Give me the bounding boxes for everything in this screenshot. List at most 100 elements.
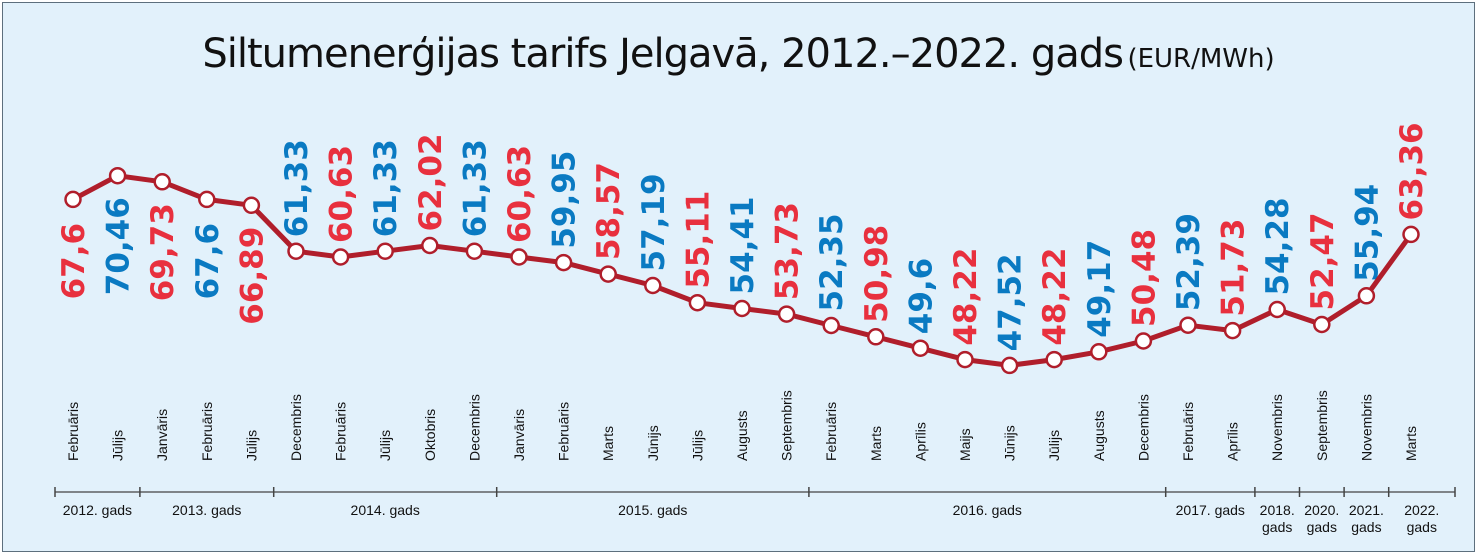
x-tick-label: Janvāris	[511, 409, 527, 461]
data-label: 61,33	[457, 139, 493, 237]
x-tick-label: Decembris	[466, 394, 482, 461]
data-point	[465, 242, 484, 260]
data-point	[1134, 332, 1153, 350]
data-label: 50,48	[1126, 229, 1162, 327]
x-tick-label: Marts	[868, 426, 884, 461]
chart-title-text: Siltumenerģijas tarifs Jelgavā, 2012.–20…	[202, 31, 1124, 77]
data-point	[376, 242, 394, 260]
x-tick-label: Decembris	[288, 394, 304, 461]
data-point	[108, 166, 127, 185]
year-label: gads	[1351, 519, 1381, 535]
x-tick-label: Aprīlis	[1225, 422, 1241, 461]
x-tick-label: Jūlijs	[377, 430, 393, 461]
data-point	[644, 276, 662, 295]
data-point	[599, 265, 617, 283]
data-label: 48,22	[948, 248, 984, 346]
data-point	[554, 253, 573, 272]
data-label: 60,63	[324, 145, 360, 243]
x-tick-label: Februāris	[199, 402, 215, 461]
data-point	[1268, 300, 1286, 319]
x-tick-label: Februāris	[65, 402, 81, 461]
x-tick-label: Oktobris	[422, 409, 438, 461]
data-point	[1090, 343, 1108, 361]
data-label: 70,46	[101, 197, 137, 295]
data-point	[911, 339, 930, 357]
data-label: 52,35	[814, 213, 850, 311]
x-tick-label: Decembris	[1135, 394, 1151, 461]
x-tick-label: Jūlijs	[689, 430, 705, 461]
data-point	[1000, 356, 1019, 375]
x-tick-label: Februāris	[1180, 402, 1196, 461]
data-label: 63,36	[1394, 122, 1430, 220]
data-point	[1045, 350, 1063, 369]
x-tick-label: Februāris	[333, 402, 349, 461]
data-point	[153, 173, 171, 191]
data-label: 53,73	[770, 202, 806, 300]
x-tick-label: Februāris	[556, 402, 572, 461]
data-point	[1223, 321, 1242, 340]
data-label: 52,47	[1305, 212, 1341, 310]
year-label: 2022.	[1404, 502, 1439, 518]
data-label: 59,95	[547, 151, 583, 249]
data-point	[688, 293, 707, 312]
data-point	[1179, 316, 1197, 334]
x-tick-label: Marts	[1403, 426, 1419, 461]
data-label: 47,52	[993, 253, 1029, 351]
year-label: 2012. gads	[63, 502, 132, 518]
year-label: 2017. gads	[1176, 502, 1245, 518]
year-label: 2021.	[1349, 502, 1384, 518]
x-tick-label: Septembris	[1314, 390, 1330, 461]
x-tick-label: Jūnijs	[645, 425, 661, 461]
data-point	[777, 305, 796, 323]
x-tick-label: Jūlijs	[1046, 430, 1062, 461]
data-point	[331, 248, 350, 266]
data-point	[64, 190, 82, 209]
data-point	[198, 190, 216, 209]
data-label: 61,33	[279, 139, 315, 237]
data-label: 54,41	[725, 196, 761, 294]
x-tick-label: Maijs	[957, 428, 973, 461]
year-label: 2015. gads	[618, 502, 687, 518]
data-label: 58,57	[591, 162, 627, 260]
data-label: 67,6	[190, 223, 226, 300]
x-tick-label: Aprīlis	[912, 422, 928, 461]
data-label: 49,6	[903, 258, 939, 335]
data-point	[421, 236, 439, 255]
data-label: 62,02	[413, 133, 449, 231]
year-label: 2016. gads	[953, 502, 1022, 518]
data-label: 57,19	[636, 173, 672, 271]
data-label: 66,89	[234, 227, 270, 325]
data-label: 67,6	[56, 223, 92, 300]
data-label: 55,94	[1349, 184, 1385, 282]
x-tick-label: Jūlijs	[243, 430, 259, 461]
data-label: 69,73	[145, 203, 181, 301]
year-label: 2014. gads	[351, 502, 420, 518]
data-point	[1402, 225, 1420, 244]
year-label: gads	[1262, 519, 1292, 535]
x-tick-label: Novembris	[1358, 394, 1374, 461]
data-label: 51,73	[1216, 219, 1252, 317]
x-tick-label: Februāris	[823, 402, 839, 461]
year-label: 2020.	[1304, 502, 1339, 518]
data-point	[867, 328, 885, 346]
x-tick-label: Jūlijs	[110, 430, 126, 461]
data-label: 52,39	[1171, 213, 1207, 311]
data-point	[287, 242, 305, 260]
data-point	[733, 299, 751, 318]
data-point	[956, 350, 974, 369]
data-label: 50,98	[859, 225, 895, 323]
year-label: 2013. gads	[172, 502, 241, 518]
data-label: 54,28	[1260, 197, 1296, 295]
data-point	[822, 316, 840, 335]
chart-title: Siltumenerģijas tarifs Jelgavā, 2012.–20…	[3, 31, 1474, 77]
year-label: gads	[1407, 519, 1437, 535]
data-point	[510, 248, 528, 266]
year-label: 2018.	[1260, 502, 1295, 518]
x-tick-label: Novembris	[1269, 394, 1285, 461]
data-label: 55,11	[680, 191, 716, 289]
x-tick-label: Augusts	[1091, 410, 1107, 461]
x-tick-label: Jūnijs	[1002, 425, 1018, 461]
x-tick-label: Janvāris	[154, 409, 170, 461]
